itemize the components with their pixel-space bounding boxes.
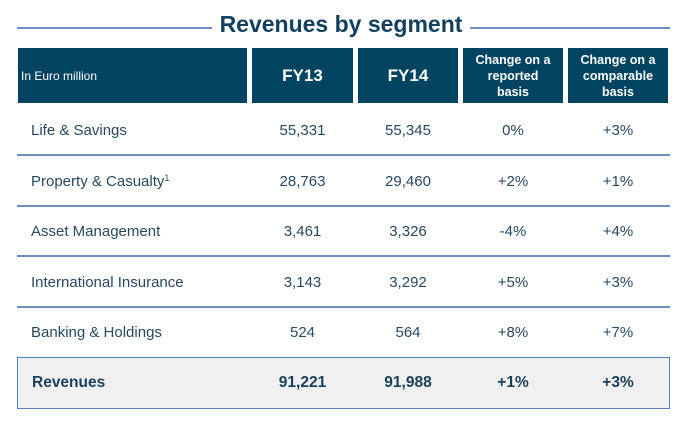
segment-name: Banking & Holdings xyxy=(31,323,162,341)
comparable-change: +1% xyxy=(602,172,634,190)
header-change-comparable: Change on a comparable basis xyxy=(568,48,668,103)
segment-name: Asset Management xyxy=(31,222,161,240)
segment-name: International Insurance xyxy=(31,273,184,291)
segment-label: Property & Casualty 1 xyxy=(31,156,169,206)
table-row: Property & Casualty 1 28,763 29,460 +2% +… xyxy=(17,156,670,206)
comparable-change: +7% xyxy=(602,323,634,341)
reported-change: 0% xyxy=(502,121,524,139)
fy13-value: 3,461 xyxy=(283,222,322,240)
comparable-change: +3% xyxy=(602,273,634,291)
total-comparable-change: +3% xyxy=(602,374,634,391)
header-change-reported-line: basis xyxy=(497,84,529,99)
row-divider xyxy=(17,205,670,207)
fy13-value: 524 xyxy=(289,323,316,341)
title-rule-right xyxy=(470,27,670,29)
table-row: Banking & Holdings 524 564 +8% +7% xyxy=(17,307,670,357)
header-change-comparable-line: basis xyxy=(602,84,634,99)
fy13-value: 3,143 xyxy=(283,273,322,291)
header-change-comparable-line: comparable xyxy=(582,68,654,83)
fy14-value: 55,345 xyxy=(385,121,431,139)
total-fy14: 91,988 xyxy=(384,374,432,391)
fy13-value: 28,763 xyxy=(279,172,326,190)
fy14-value: 3,292 xyxy=(389,273,427,291)
header-change-reported: Change on a reported basis xyxy=(463,48,563,103)
segment-label: Asset Management xyxy=(31,206,160,256)
fy14-value: 3,326 xyxy=(389,222,427,240)
segment-label: Life & Savings xyxy=(31,105,127,155)
segment-name: Property & Casualty xyxy=(31,172,165,190)
total-fy13: 91,221 xyxy=(278,374,327,391)
table-row: Asset Management 3,461 3,326 -4% +4% xyxy=(17,206,670,256)
page-title: Revenues by segment xyxy=(219,11,463,37)
total-row: Revenues 91,221 91,988 +1% +3% xyxy=(17,357,670,409)
table-row: International Insurance 3,143 3,292 +5% … xyxy=(17,257,670,307)
fy14-value: 564 xyxy=(395,323,421,341)
header-fy14: FY14 xyxy=(358,48,458,103)
fy14-value: 29,460 xyxy=(385,172,431,190)
footnote-marker: 1 xyxy=(164,173,170,183)
row-divider xyxy=(17,255,670,257)
reported-change: +2% xyxy=(497,172,529,190)
title-rule-left xyxy=(17,27,212,29)
comparable-change: +3% xyxy=(602,121,634,139)
fy13-value: 55,331 xyxy=(279,121,326,139)
segment-label: Banking & Holdings xyxy=(31,307,162,357)
table-row: Life & Savings 55,331 55,345 0% +3% xyxy=(17,105,670,155)
segment-name: Life & Savings xyxy=(31,121,127,139)
segment-label: International Insurance xyxy=(31,257,184,307)
row-divider xyxy=(17,306,670,308)
reported-change: +5% xyxy=(497,273,529,291)
header-unit-label: In Euro million xyxy=(18,48,247,103)
header-change-comparable-line: Change on a xyxy=(580,52,656,67)
total-label: Revenues xyxy=(32,374,106,391)
row-divider xyxy=(17,154,670,156)
header-change-reported-line: Change on a xyxy=(475,52,551,67)
reported-change: +8% xyxy=(497,323,529,341)
header-change-reported-line: reported xyxy=(487,68,539,83)
header-fy13: FY13 xyxy=(252,48,353,103)
reported-change: -4% xyxy=(499,222,527,240)
total-reported-change: +1% xyxy=(497,374,529,391)
comparable-change: +4% xyxy=(602,222,634,240)
